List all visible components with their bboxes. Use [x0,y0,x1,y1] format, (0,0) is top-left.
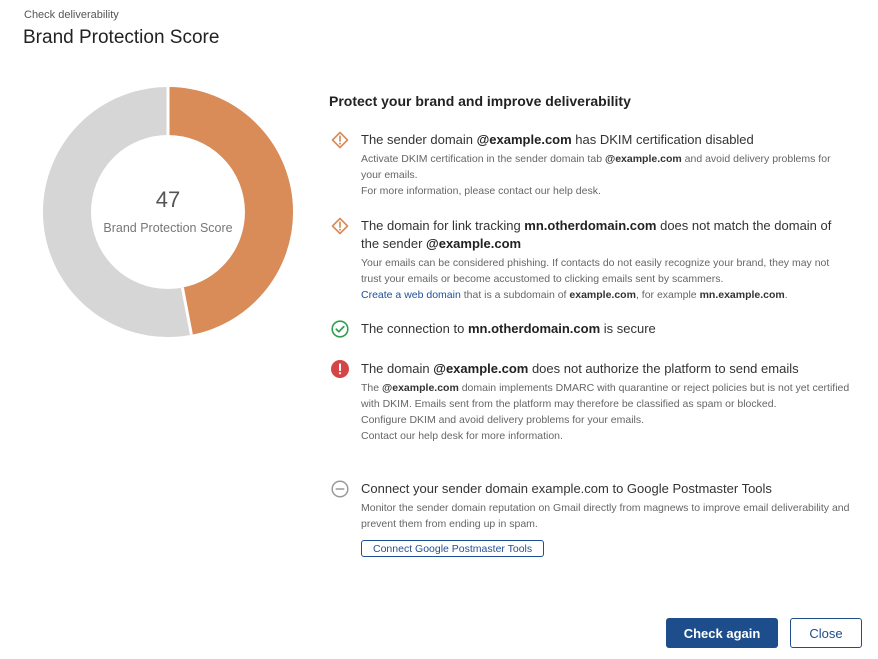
donut-separator-end [180,287,193,336]
check-item-title: The domain @example.com does not authori… [361,361,799,376]
check-item-suggestion: Create a web domain that is a subdomain … [361,289,788,301]
minus-circle-icon [331,480,349,498]
check-item-title: Connect your sender domain example.com t… [361,481,772,496]
check-item-action-text: Configure DKIM and avoid delivery proble… [361,414,645,426]
check-item-title: The connection to mn.otherdomain.com is … [361,321,656,336]
score-donut-chart: 47 Brand Protection Score [43,87,293,337]
check-item-description: Monitor the sender domain reputation on … [361,502,850,530]
warning-diamond-icon [331,217,349,235]
check-item-title: The sender domain @example.com has DKIM … [361,132,754,147]
close-button[interactable]: Close [790,618,862,648]
page-title: Brand Protection Score [23,27,220,48]
check-circle-icon [331,320,349,338]
score-donut-svg [43,87,293,337]
connect-postmaster-button[interactable]: Connect Google Postmaster Tools [361,540,545,557]
score-value: 47 [155,187,181,212]
score-label: Brand Protection Score [103,221,233,235]
check-item-title: The domain for link tracking mn.otherdom… [361,218,832,251]
error-circle-icon [331,360,349,378]
check-item-help-text: For more information, please contact our… [361,185,601,197]
check-item-help-text: Contact our help desk for more informati… [361,430,563,442]
check-item-description: Activate DKIM certification in the sende… [361,153,831,181]
check-item-description: Your emails can be considered phishing. … [361,257,830,285]
check-again-button[interactable]: Check again [666,618,778,648]
check-item-description: The @example.com domain implements DMARC… [361,382,850,410]
create-web-domain-link[interactable]: Create a web domain [361,289,461,301]
warning-diamond-icon [331,131,349,149]
panel-title: Protect your brand and improve deliverab… [329,93,631,109]
sender-domain-tab-link[interactable]: @example.com [604,153,682,165]
header-subtitle: Check deliverability [24,9,119,21]
